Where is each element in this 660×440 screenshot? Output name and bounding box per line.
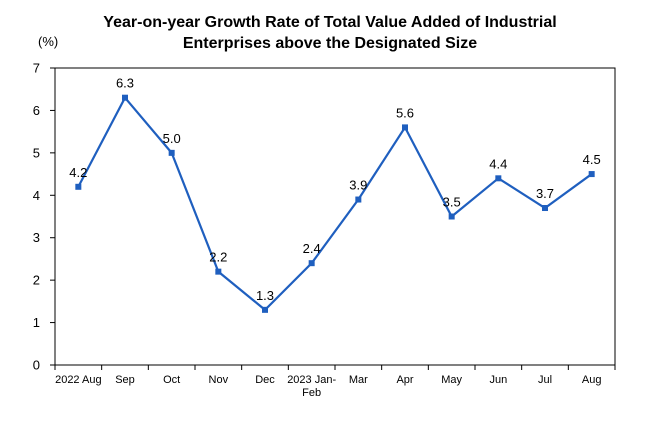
x-tick-label: May [441,374,462,386]
data-label: 3.7 [536,186,554,201]
data-markers [75,94,595,313]
data-label: 4.5 [583,152,601,167]
x-tick-label: Mar [349,374,368,386]
data-labels: 4.2 6.3 5.0 2.2 1.3 2.4 3.9 5.6 3.5 4.4 3.7 4.5 [69,76,600,303]
y-tick-label: 1 [33,315,40,330]
data-label: 4.2 [69,165,87,180]
y-tick-label: 0 [33,358,40,373]
data-point [402,124,408,131]
data-label: 4.4 [489,156,507,171]
y-axis-unit-label: (%) [38,34,58,49]
data-point [168,149,175,156]
x-tick-label: Feb [302,387,321,399]
x-tick-label: Aug [582,374,602,386]
chart-title: Year-on-year Growth Rate of Total Value … [0,12,660,54]
y-tick-label: 7 [33,61,40,76]
data-label: 3.9 [349,178,367,193]
data-point [262,306,268,313]
data-point [588,171,595,178]
data-label: 3.5 [443,195,461,210]
chart-title-line-2: Enterprises above the Designated Size [182,35,478,52]
x-tick-label: Jun [489,374,507,386]
data-point [215,268,222,275]
x-tick-label: 2023 Jan- [287,374,336,386]
x-tick-label: Apr [396,374,413,386]
data-point [308,260,315,267]
x-tick-label: Jul [538,374,552,386]
y-axis: 0 1 2 3 4 5 6 7 [33,61,55,373]
y-tick-label: 3 [33,230,40,245]
data-point [75,183,82,190]
data-point [542,205,548,212]
y-tick-label: 2 [33,273,40,288]
data-label: 1.3 [256,288,274,303]
y-tick-label: 4 [33,188,40,203]
x-tick-label: Nov [209,374,229,386]
data-label: 2.4 [303,241,321,256]
x-tick-label: Oct [163,374,180,386]
series-line [77,95,593,312]
data-point [122,94,128,101]
x-tick-label: 2022 Aug [55,374,102,386]
y-tick-label: 5 [33,145,40,160]
x-tick-label: Dec [255,374,275,386]
data-label: 5.0 [163,131,181,146]
x-axis: 2022 Aug Sep Oct Nov Dec 2023 Jan-Feb Mar Apr Ma… [54,365,616,399]
data-point [495,175,502,182]
data-point [355,196,362,203]
data-point [448,213,455,220]
data-label: 6.3 [116,76,134,91]
x-tick-label: Sep [115,374,135,386]
data-label: 5.6 [396,105,414,120]
data-label: 2.2 [209,250,227,265]
y-tick-label: 6 [33,103,40,118]
chart-title-line-1: Year-on-year Growth Rate of Total Value … [103,14,557,31]
